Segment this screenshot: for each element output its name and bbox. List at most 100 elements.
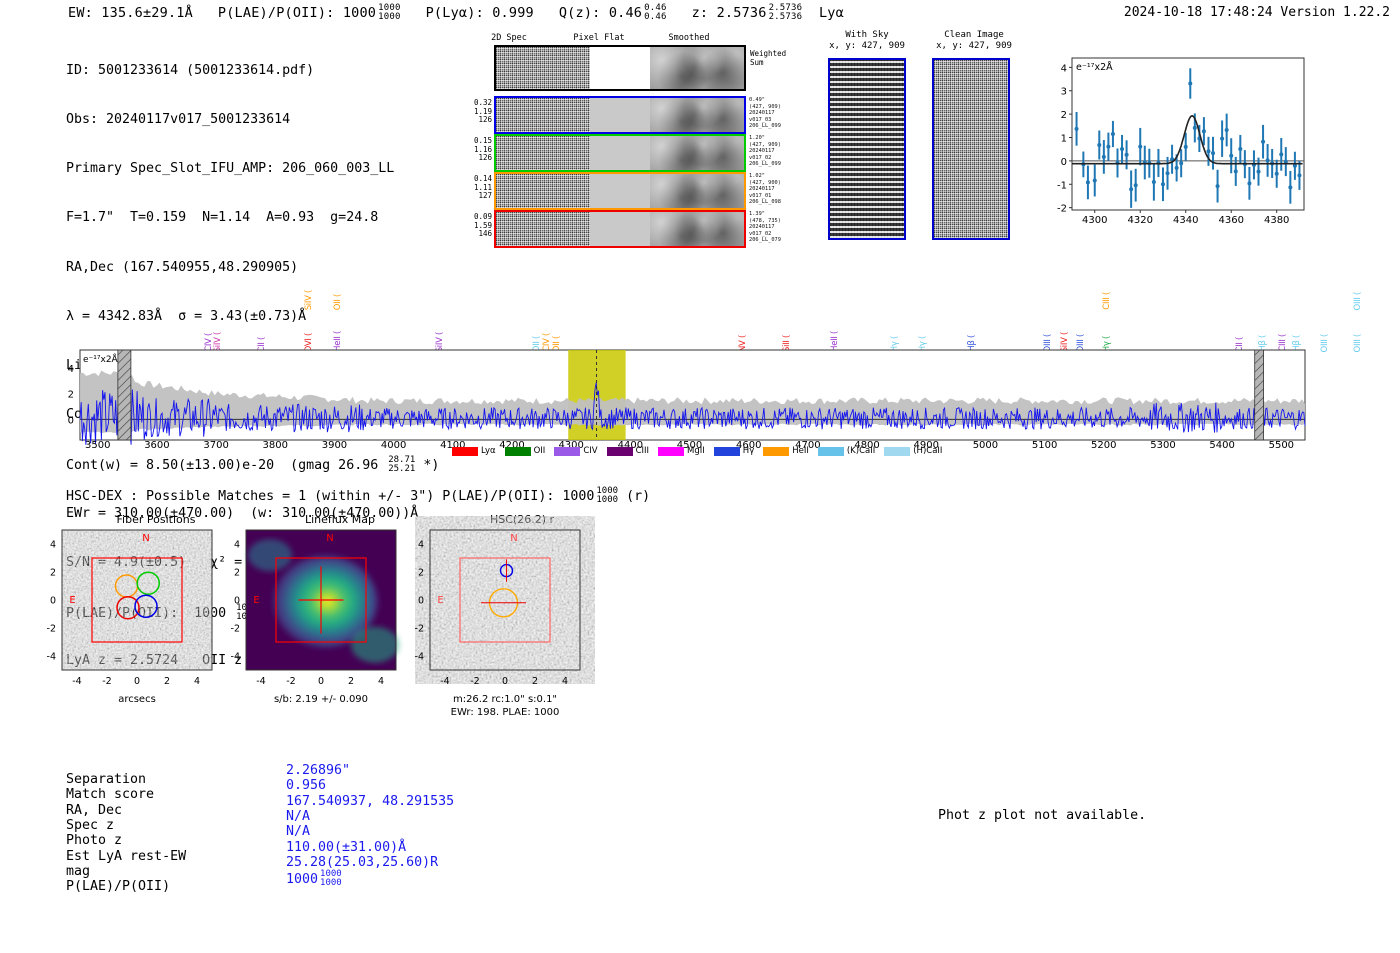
svg-text:4340: 4340 — [1173, 215, 1198, 226]
spec2d-meta-line: (478, 735) — [749, 217, 781, 224]
svg-text:0: 0 — [418, 596, 424, 607]
svg-text:E: E — [69, 595, 75, 606]
spec2d-col-title-pixelflat: Pixel Flat — [573, 33, 625, 43]
spec2d-col-title-2dspec: 2D Spec — [491, 33, 527, 43]
table-row-key: P(LAE)/P(OII) — [66, 879, 171, 895]
svg-text:4360: 4360 — [1218, 215, 1243, 226]
svg-text:2: 2 — [68, 390, 74, 401]
legend-label: CIII — [635, 446, 650, 456]
legend-swatch — [884, 446, 911, 456]
spec2d-cell-flat — [590, 98, 650, 132]
spec2d-row — [494, 134, 746, 172]
header-plae-hi: 1000 — [378, 3, 401, 13]
header-qz-lo: 0.46 — [644, 12, 667, 22]
spectrum-xtick: 4400 — [617, 440, 644, 451]
header-plya: P(Lyα): 0.999 — [425, 5, 534, 21]
spec2d-stat: 1.11 — [473, 182, 492, 192]
spec2d-row — [494, 172, 746, 210]
spectrum-xtick: 5400 — [1209, 440, 1235, 451]
svg-text:N: N — [142, 533, 149, 544]
weighted-sum-pixelflat — [590, 47, 650, 89]
spec2d-meta-line: 1.02" — [749, 173, 765, 179]
svg-text:-4: -4 — [415, 652, 424, 663]
spec2d-stat: 1.16 — [473, 144, 492, 154]
svg-text:2: 2 — [418, 568, 424, 579]
spec2d-stat: 0.32 — [473, 98, 492, 107]
weighted-sum-label: Weighted Sum — [750, 49, 787, 67]
emission-line-label: OIII ( — [1353, 291, 1363, 310]
spec2d-stat: 1.59 — [473, 220, 492, 230]
spectrum-xtick: 5500 — [1268, 440, 1295, 451]
weighted-sum-smoothed — [649, 47, 744, 89]
header-plae-lo: 1000 — [378, 12, 401, 22]
spec2d-cell-noise — [496, 212, 591, 246]
spec2d-cell-noise — [496, 136, 591, 170]
spec2d-meta-line: 1.20" — [749, 135, 765, 141]
svg-text:-2: -2 — [1057, 204, 1067, 215]
timestamp-version: 2024-10-18 17:48:24 Version 1.22.2 — [1123, 5, 1390, 20]
svg-text:4380: 4380 — [1264, 215, 1289, 226]
info-line-radec: RA,Dec (167.540955,48.290905) — [66, 259, 299, 275]
legend-label: OII — [533, 446, 546, 456]
svg-text:-2: -2 — [102, 676, 111, 687]
emission-line-label: HeII ( — [830, 331, 840, 352]
spec2d-stat: 126 — [478, 153, 492, 163]
legend-label: (H)CaII — [913, 446, 943, 456]
spec2d-row — [494, 96, 746, 134]
spec2d-meta-line: 0.49" — [749, 97, 765, 103]
spec2d-meta-line: 20240117 — [749, 148, 775, 155]
spec2d-row — [494, 210, 746, 248]
legend-item: Hγ — [713, 446, 754, 456]
info-line-seeing: F=1.7" T=0.159 N=1.14 A=0.93 g=24.8 — [66, 210, 379, 226]
header-z: z: 2.5736 — [691, 5, 767, 21]
svg-text:4: 4 — [194, 676, 200, 687]
spectrum-xtick: 4200 — [499, 440, 525, 451]
spec2d-row-meta: 1.20" (427, 909) 20240117 v017_02 206_LL_099 — [749, 135, 805, 168]
svg-text:-2: -2 — [286, 676, 295, 687]
spec2d-stat: 0.09 — [473, 212, 492, 221]
hsc-r-caption: m:26.2 rc:1.0" s:0.1" — [452, 694, 558, 705]
table-row-value: 167.540937, 48.291535 — [286, 793, 455, 809]
legend-item: HeII — [763, 446, 809, 456]
photz-unavailable-message: Phot z plot not available. — [938, 808, 1147, 823]
svg-text:N: N — [510, 533, 517, 544]
svg-text:-4: -4 — [47, 652, 56, 663]
spec2d-row-meta: 1.39" (478, 735) 20240117 v017_02 206_LL_079 — [749, 211, 805, 244]
spec2d-meta-line: v017_03 — [749, 116, 772, 123]
table-row-key: Photo z — [66, 833, 123, 849]
spec2d-meta-line: 20240117 — [749, 110, 775, 117]
legend-item: Lyα — [452, 446, 496, 456]
spec2d-meta-line: v017_01 — [749, 192, 772, 199]
spec2d-stat: 0.15 — [473, 136, 492, 145]
header-z-type: Lyα — [818, 5, 844, 21]
spec2d-meta-line: 1.39" — [749, 211, 765, 217]
svg-text:-4: -4 — [440, 676, 449, 687]
svg-text:4: 4 — [234, 540, 240, 551]
spec2d-row-meta: 1.02" (427, 900) 20240117 v017_01 206_LL_098 — [749, 173, 805, 206]
svg-text:2: 2 — [234, 568, 240, 579]
svg-text:-1: -1 — [1057, 180, 1067, 191]
spec2d-cell-flat — [590, 212, 650, 246]
header-z-hi: 2.5736 — [768, 3, 803, 13]
spec2d-cell-smooth — [649, 212, 744, 246]
spec2d-col-title-smoothed: Smoothed — [668, 33, 710, 43]
table-row-value: 110.00(±31.00)Å — [286, 839, 407, 855]
table-row-key: Est LyA rest-EW — [66, 848, 187, 864]
header-qz: Q(z): 0.46 — [558, 5, 643, 21]
spectrum-xtick: 3800 — [262, 440, 288, 451]
spec2d-row-stats: 0.09 1.59 146 — [462, 212, 492, 239]
legend-swatch — [554, 446, 581, 456]
spec2d-meta-line: 20240117 — [749, 224, 775, 231]
info-line-obs: Obs: 20240117v017_5001233614 — [66, 112, 291, 128]
svg-text:-2: -2 — [231, 624, 240, 635]
svg-text:4: 4 — [50, 540, 56, 551]
fiber-positions-xlabel: arcsecs — [118, 694, 156, 705]
table-row-value: 0.956 — [286, 778, 327, 794]
svg-text:e⁻¹⁷x2Å: e⁻¹⁷x2Å — [1076, 61, 1113, 73]
spec2d-row-stats: 0.14 1.11 127 — [462, 174, 492, 201]
svg-text:1: 1 — [1061, 134, 1067, 145]
legend-swatch — [504, 446, 531, 456]
svg-text:e⁻¹⁷x2Å: e⁻¹⁷x2Å — [83, 353, 119, 365]
spec2d-stat: 0.14 — [473, 174, 492, 183]
spec2d-stat: 146 — [478, 229, 492, 239]
